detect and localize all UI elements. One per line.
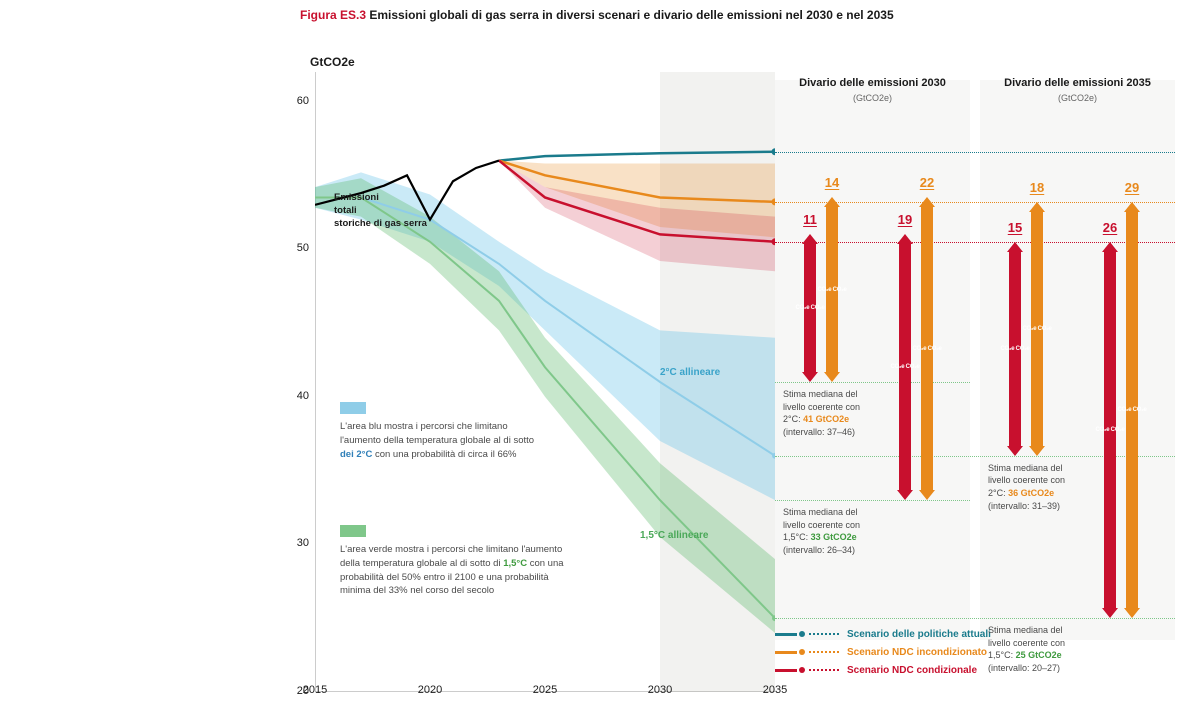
median-note: Stima mediana del livello coerente con 1… — [783, 506, 873, 556]
median-note: Stima mediana del livello coerente con 2… — [988, 462, 1078, 512]
y-tick: 60 — [289, 95, 309, 107]
gap-2035-sub: (GtCO2e) — [980, 93, 1175, 103]
swatch-green — [340, 525, 366, 537]
gap-value: 19 — [890, 212, 920, 227]
connector-line — [775, 152, 1175, 153]
legend-row: Scenario NDC condizionale — [775, 661, 991, 679]
swatch-blue — [340, 402, 366, 414]
label-2c: 2°C allineare — [660, 367, 720, 378]
legend-row: Scenario NDC incondizionato — [775, 643, 991, 661]
y-tick: 40 — [289, 390, 309, 402]
historic-label: Emissioni totali storiche di gas serra — [334, 192, 427, 230]
x-tick: 2030 — [640, 684, 680, 696]
x-tick: 2025 — [525, 684, 565, 696]
median-note: Stima mediana del livello coerente con 2… — [783, 388, 873, 438]
gap-2030-sub: (GtCO2e) — [775, 93, 970, 103]
gap-arrow: CO₂e CO₂e — [1102, 242, 1118, 618]
x-tick: 2015 — [295, 684, 335, 696]
figure-number: Figura ES.3 — [300, 8, 366, 22]
connector-line — [775, 618, 1175, 619]
info-blue: L'area blu mostra i percorsi che limitan… — [340, 402, 535, 461]
gap-arrow: CO₂e CO₂e — [1007, 242, 1023, 456]
x-tick: 2020 — [410, 684, 450, 696]
figure-text: Emissioni globali di gas serra in divers… — [369, 8, 893, 22]
chart-svg — [315, 72, 775, 692]
plot-area: 203040506020152020202520302035 — [295, 72, 775, 692]
gap-value: 26 — [1095, 220, 1125, 235]
gap-value: 22 — [912, 175, 942, 190]
gap-value: 29 — [1117, 180, 1147, 195]
connector-line — [775, 500, 970, 501]
gap-value: 18 — [1022, 180, 1052, 195]
y-tick: 50 — [289, 242, 309, 254]
gap-value: 14 — [817, 175, 847, 190]
gap-arrow: CO₂e CO₂e — [1124, 202, 1140, 618]
gap-value: 11 — [795, 212, 825, 227]
gap-arrow: CO₂e CO₂e — [1029, 202, 1045, 456]
gap-arrow: CO₂e CO₂e — [919, 197, 935, 500]
x-tick: 2035 — [755, 684, 795, 696]
y-tick: 30 — [289, 537, 309, 549]
gap-2035-title: Divario delle emissioni 2035 — [980, 77, 1175, 89]
median-note: Stima mediana del livello coerente con 1… — [988, 624, 1078, 674]
figure-title: Figura ES.3 Emissioni globali di gas ser… — [300, 8, 894, 22]
connector-line — [775, 382, 970, 383]
gap-2030-title: Divario delle emissioni 2030 — [775, 77, 970, 89]
gap-arrow: CO₂e CO₂e — [802, 234, 818, 382]
gap-arrow: CO₂e CO₂e — [824, 197, 840, 382]
legend-row: Scenario delle politiche attuali — [775, 625, 991, 643]
info-green: L'area verde mostra i percorsi che limit… — [340, 525, 570, 598]
y-axis-label: GtCO2e — [310, 55, 355, 69]
label-15c: 1,5°C allineare — [640, 530, 708, 541]
gap-arrow: CO₂e CO₂e — [897, 234, 913, 500]
legend: Scenario delle politiche attualiScenario… — [775, 625, 991, 679]
gap-value: 15 — [1000, 220, 1030, 235]
